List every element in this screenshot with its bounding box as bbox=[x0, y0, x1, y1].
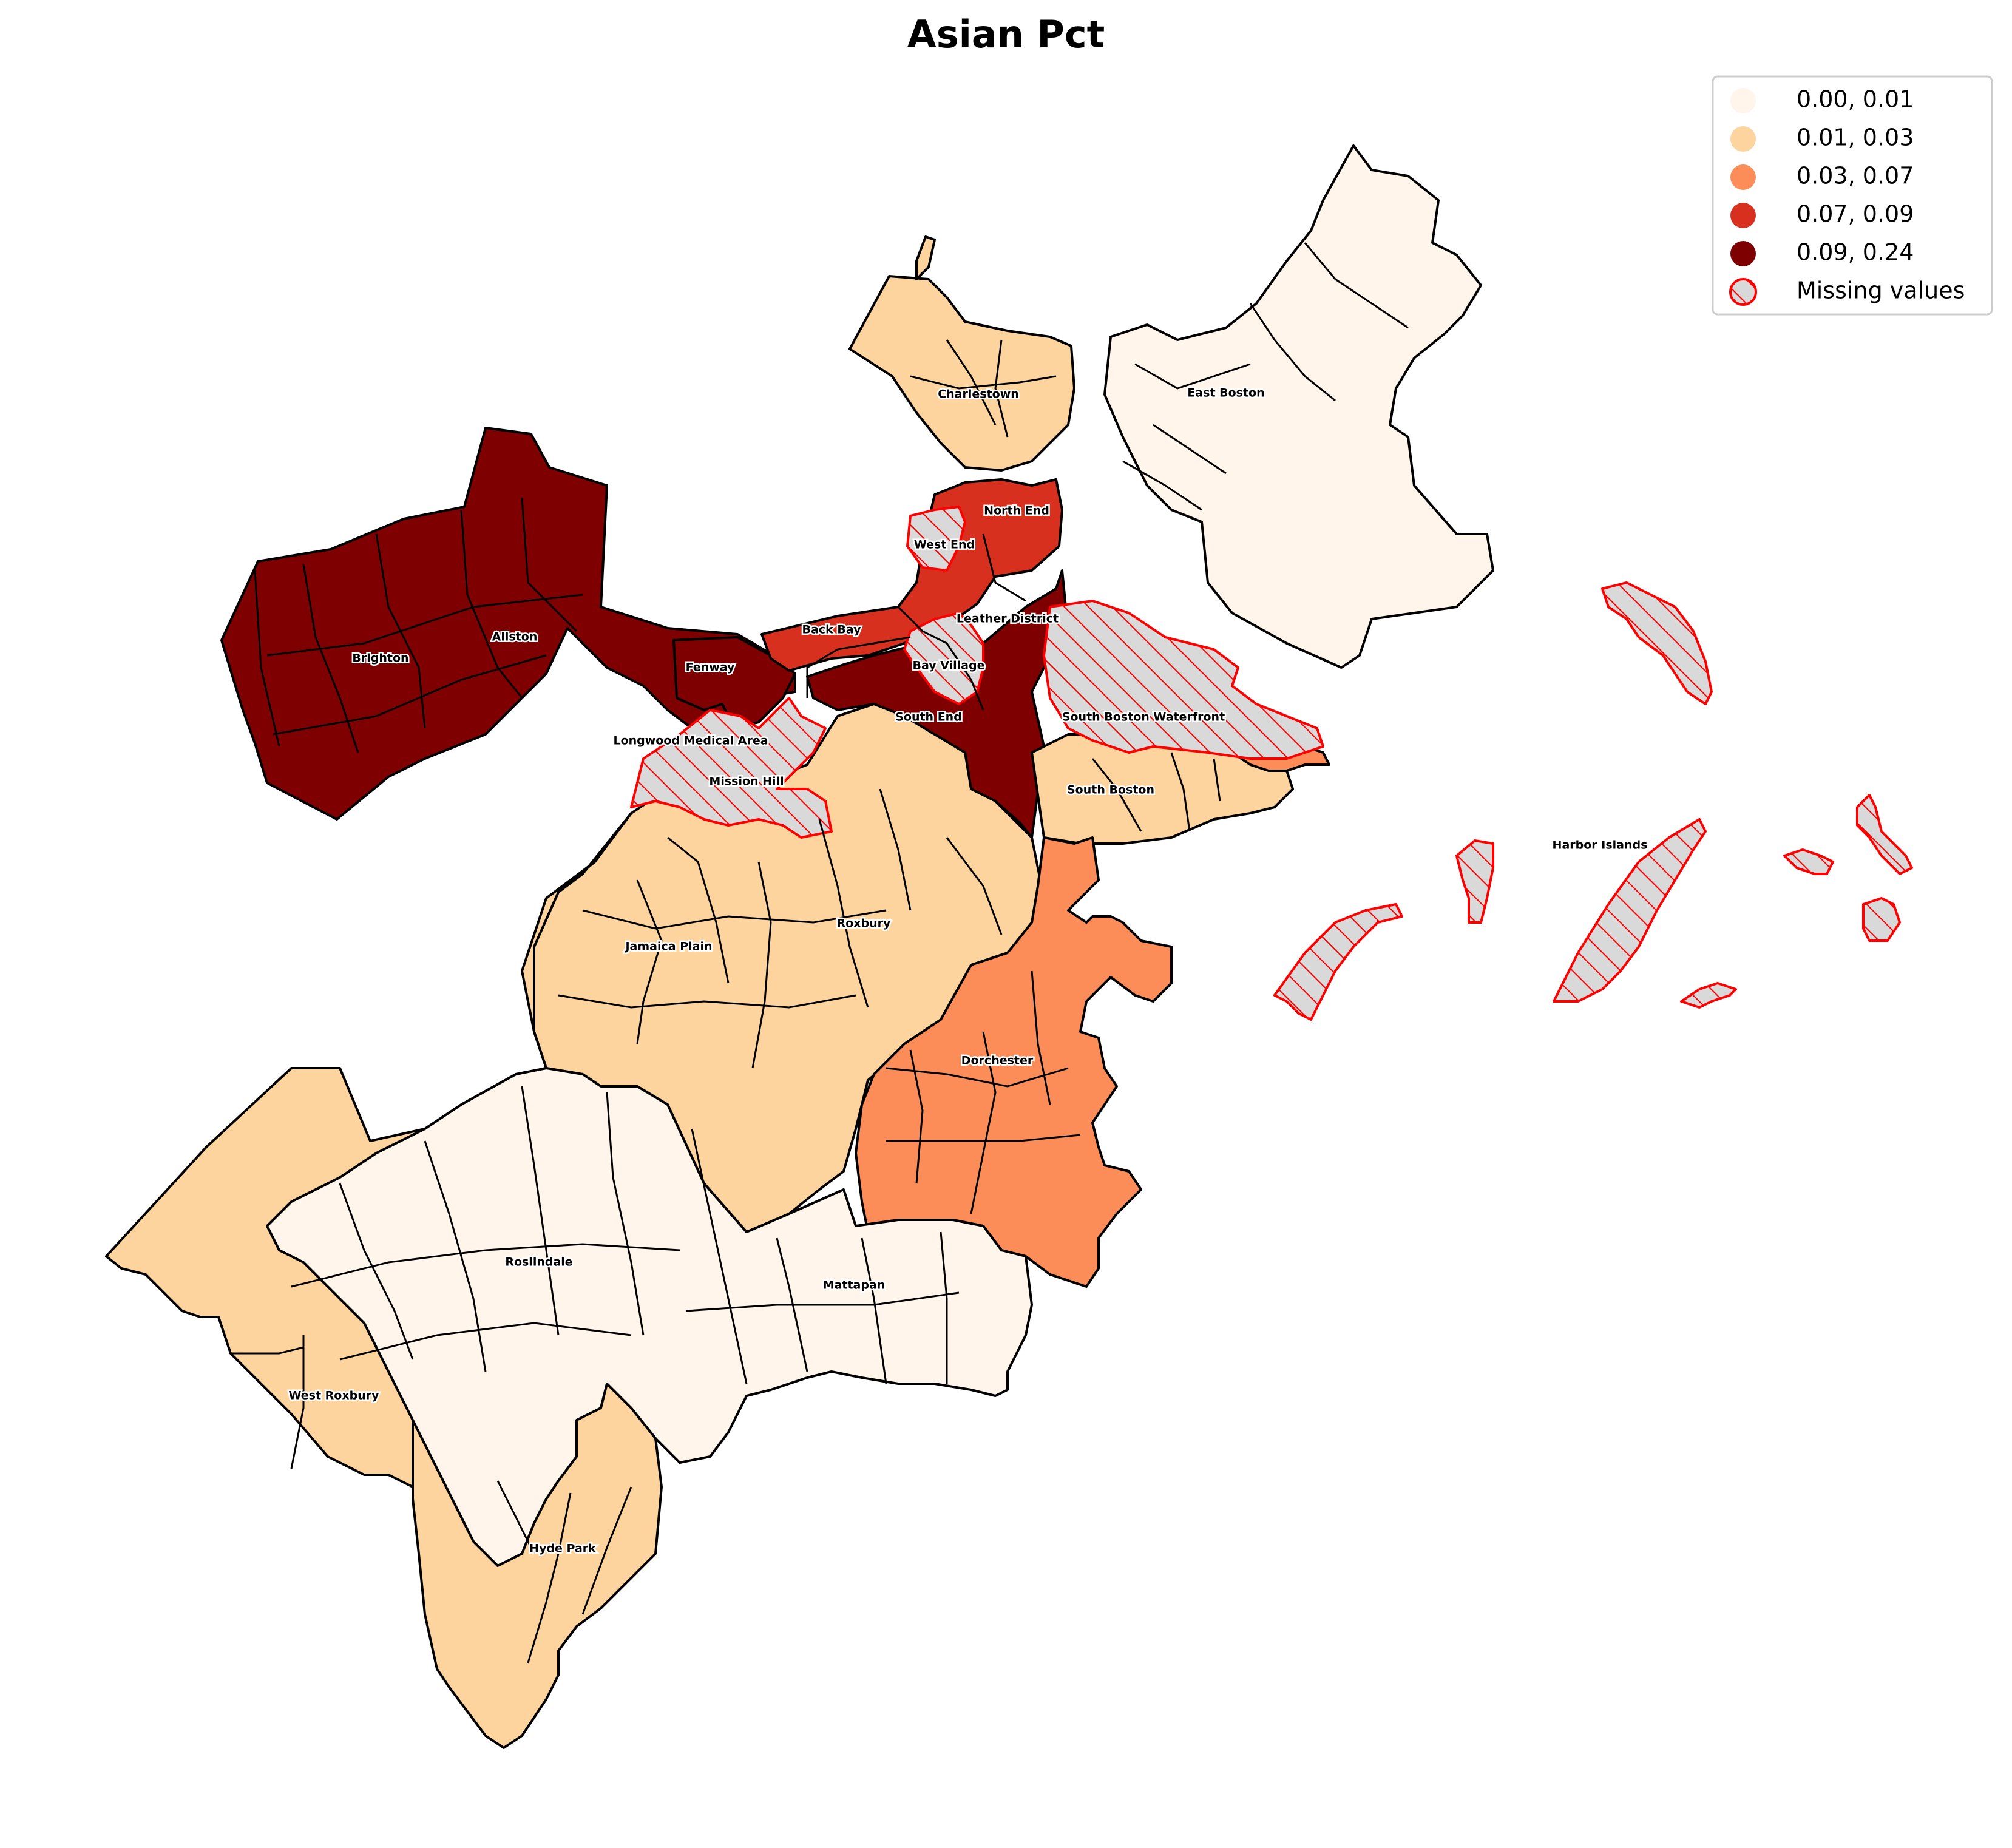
label-leather-district: Leather District bbox=[957, 612, 1059, 626]
legend-marker-2 bbox=[1730, 164, 1756, 190]
label-longwood-medical-area: Longwood Medical Area bbox=[613, 734, 768, 748]
region-harbor-island-6[interactable] bbox=[1783, 848, 1834, 875]
region-harbor-island-2[interactable] bbox=[1273, 903, 1403, 1021]
region-west-roxbury bbox=[105, 812, 632, 1555]
label-harbor-islands: Harbor Islands bbox=[1553, 839, 1648, 852]
legend-label-1: 0.01, 0.03 bbox=[1797, 124, 1914, 151]
label-roslindale: Roslindale bbox=[505, 1256, 572, 1269]
legend-label-5: Missing values bbox=[1797, 277, 1965, 304]
label-back-bay: Back Bay bbox=[802, 623, 862, 637]
legend-label-2: 0.03, 0.07 bbox=[1797, 163, 1914, 189]
label-east-boston: East Boston bbox=[1187, 387, 1264, 400]
label-south-end: South End bbox=[895, 711, 962, 724]
label-roxbury: Roxbury bbox=[837, 917, 891, 930]
label-mission-hill: Mission Hill bbox=[709, 775, 784, 788]
region-hyde-park bbox=[412, 1383, 663, 1749]
region-harbor-island-4[interactable] bbox=[1553, 818, 1707, 1003]
neighborhood-regions bbox=[105, 144, 1913, 1749]
region-harbor-island-7[interactable] bbox=[1856, 794, 1913, 875]
region-harbor-island-5[interactable] bbox=[1680, 982, 1737, 1009]
region-bay-village[interactable] bbox=[903, 612, 984, 705]
label-jamaica-plain: Jamaica Plain bbox=[624, 940, 712, 953]
legend-marker-1 bbox=[1730, 126, 1756, 152]
region-charlestown-tip bbox=[915, 235, 936, 280]
label-mattapan: Mattapan bbox=[823, 1279, 886, 1292]
legend-marker-3 bbox=[1730, 203, 1756, 228]
label-hyde-park: Hyde Park bbox=[529, 1542, 596, 1555]
label-bay-village: Bay Village bbox=[913, 659, 985, 672]
label-west-end: West End bbox=[914, 538, 975, 552]
region-fenway bbox=[672, 636, 796, 729]
legend-box bbox=[1712, 75, 1993, 316]
label-north-end: North End bbox=[984, 504, 1049, 518]
label-dorchester: Dorchester bbox=[961, 1054, 1034, 1068]
region-east-boston bbox=[1103, 144, 1494, 669]
label-allston: Allston bbox=[492, 631, 538, 644]
label-south-boston-waterfront: South Boston Waterfront bbox=[1062, 711, 1225, 724]
legend-marker-4 bbox=[1730, 241, 1756, 266]
label-south-boston: South Boston bbox=[1067, 784, 1154, 797]
legend: 0.00, 0.01 0.01, 0.03 0.03, 0.07 0.07, 0.09… bbox=[1712, 75, 1993, 316]
map-title: Asian Pct bbox=[907, 12, 1105, 56]
legend-marker-0 bbox=[1730, 88, 1756, 113]
legend-label-0: 0.00, 0.01 bbox=[1797, 86, 1914, 113]
legend-label-4: 0.09, 0.24 bbox=[1797, 239, 1914, 266]
region-west-end[interactable] bbox=[906, 506, 966, 572]
neighborhood-labels: Charlestown East Boston North End West End L… bbox=[287, 385, 1649, 1557]
legend-marker-5 bbox=[1729, 278, 1757, 306]
region-south-end bbox=[806, 569, 1069, 839]
label-fenway: Fenway bbox=[686, 661, 735, 674]
legend-label-3: 0.07, 0.09 bbox=[1797, 201, 1914, 228]
label-charlestown: Charlestown bbox=[938, 388, 1019, 401]
region-harbor-island-1[interactable] bbox=[1601, 581, 1713, 705]
region-mission-hill[interactable] bbox=[630, 697, 833, 839]
label-west-roxbury: West Roxbury bbox=[289, 1389, 380, 1403]
region-charlestown bbox=[848, 275, 1075, 472]
region-harbor-island-3[interactable] bbox=[1455, 839, 1494, 924]
region-harbor-island-8[interactable] bbox=[1862, 897, 1901, 942]
region-south-boston-waterfront[interactable] bbox=[1043, 600, 1324, 760]
tract-boundaries bbox=[231, 242, 1409, 1664]
label-brighton: Brighton bbox=[352, 652, 408, 665]
